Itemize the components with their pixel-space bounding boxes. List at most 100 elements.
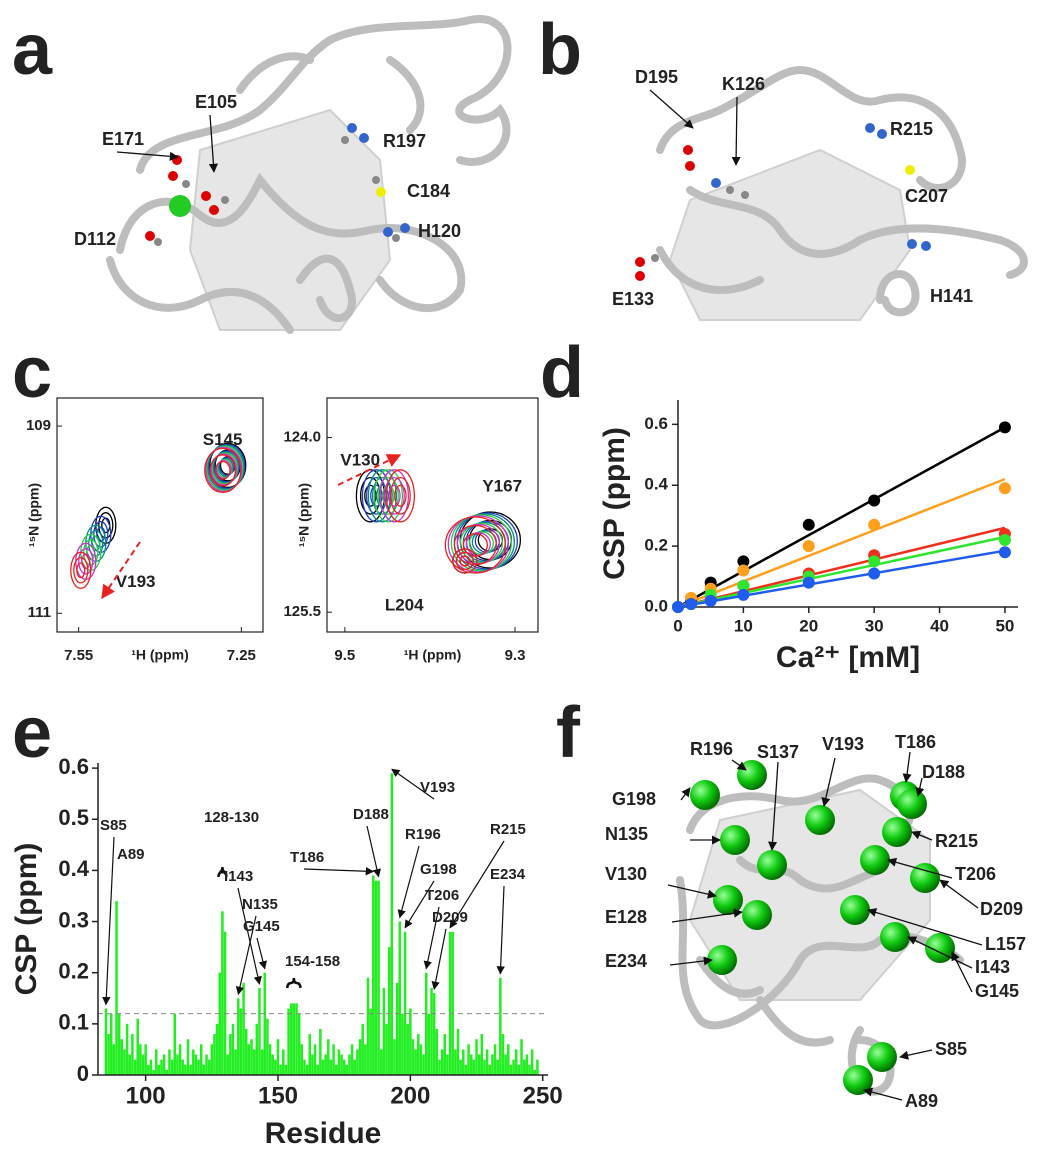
bar <box>358 1039 362 1075</box>
y-tick-label: 0.6 <box>644 414 668 433</box>
bar <box>184 1064 187 1075</box>
bar <box>451 931 454 1075</box>
shape <box>685 161 695 171</box>
shape <box>168 171 178 181</box>
data-point <box>802 518 815 531</box>
bar <box>117 1013 121 1075</box>
y-tick-label: 0.5 <box>58 805 89 830</box>
bar <box>133 1059 137 1075</box>
x-tick-label: 7.25 <box>227 647 256 664</box>
bar <box>197 1059 200 1075</box>
bar <box>480 1034 484 1075</box>
bar <box>316 1064 319 1075</box>
bar <box>112 1044 116 1075</box>
bar <box>488 1064 492 1075</box>
shape <box>136 15 512 174</box>
peak-contour <box>209 454 237 487</box>
bar <box>393 1039 396 1075</box>
shape <box>400 223 410 233</box>
structure-a <box>106 15 512 334</box>
annotation: R215 <box>490 821 526 838</box>
fit-line <box>677 535 1006 609</box>
data-point <box>868 518 881 531</box>
bar <box>266 1018 269 1075</box>
bar <box>231 1023 235 1075</box>
peak-contour <box>211 452 239 485</box>
shape <box>635 271 645 281</box>
residue-arrow <box>911 830 933 841</box>
structure-f <box>676 774 964 1096</box>
plot-frame <box>56 397 264 633</box>
panel-label: d <box>540 333 584 413</box>
peak-contour <box>465 532 492 556</box>
residue-sphere <box>742 900 772 930</box>
shape <box>221 196 229 204</box>
bar <box>372 875 375 1075</box>
bar <box>173 1013 177 1075</box>
shape <box>907 239 917 249</box>
bar <box>141 1054 145 1075</box>
bar <box>514 1049 518 1075</box>
residue-arrow <box>902 751 912 783</box>
bar <box>199 1044 203 1075</box>
range-brace <box>286 977 302 989</box>
shape <box>741 191 749 199</box>
bar <box>382 988 386 1075</box>
peak-contour <box>216 458 233 478</box>
residue-label: E234 <box>605 951 647 971</box>
bar <box>255 1023 259 1075</box>
residue-arrow <box>680 787 691 801</box>
bar <box>234 1049 237 1075</box>
residue-sphere <box>805 805 835 835</box>
bar <box>446 1054 449 1075</box>
bar <box>419 1044 423 1075</box>
y-tick-label: 0.2 <box>58 959 89 984</box>
bar <box>385 1023 388 1075</box>
bar <box>528 1064 531 1075</box>
structure-b <box>656 65 1028 321</box>
residue-label: A89 <box>905 1091 938 1111</box>
residue-label: E105 <box>195 92 237 112</box>
annotation-arrow <box>237 887 262 985</box>
bar <box>454 1049 457 1075</box>
bar <box>144 1044 147 1075</box>
residue-label: S137 <box>757 742 799 762</box>
bar <box>435 1028 439 1075</box>
bar <box>411 1039 415 1075</box>
y-tick-label: 0 <box>77 1061 89 1086</box>
fit-line <box>677 549 1006 609</box>
bar <box>319 1028 322 1075</box>
bar <box>406 1023 409 1075</box>
bar <box>517 1064 521 1075</box>
residue-label: D188 <box>922 762 965 782</box>
shape <box>236 52 425 134</box>
bar <box>477 1054 481 1075</box>
bar <box>356 1049 359 1075</box>
residue-label: V130 <box>605 864 647 884</box>
residue-sphere <box>867 1042 897 1072</box>
residue-label: H141 <box>930 286 973 306</box>
bar <box>469 1054 473 1075</box>
peak-contour <box>385 469 416 523</box>
bar <box>202 1064 206 1075</box>
plot-frame <box>326 397 539 633</box>
shape <box>726 186 734 194</box>
residue-arrow <box>208 114 218 173</box>
x-tick-label: 20 <box>799 616 818 635</box>
bar <box>125 1023 129 1075</box>
peak-contour <box>212 451 240 484</box>
peak-contour <box>394 484 407 507</box>
bar <box>533 1069 537 1075</box>
shape <box>686 186 1028 279</box>
residue-label: G145 <box>975 981 1019 1001</box>
data-point <box>737 555 750 568</box>
bar <box>165 1069 169 1075</box>
bar <box>223 931 227 1075</box>
bar <box>274 1059 277 1075</box>
residue-arrow <box>731 759 747 771</box>
residue-sphere <box>910 863 940 893</box>
bar <box>297 1013 301 1075</box>
peak-contour <box>370 484 383 507</box>
shape <box>347 123 357 133</box>
peak-contour <box>76 562 86 579</box>
